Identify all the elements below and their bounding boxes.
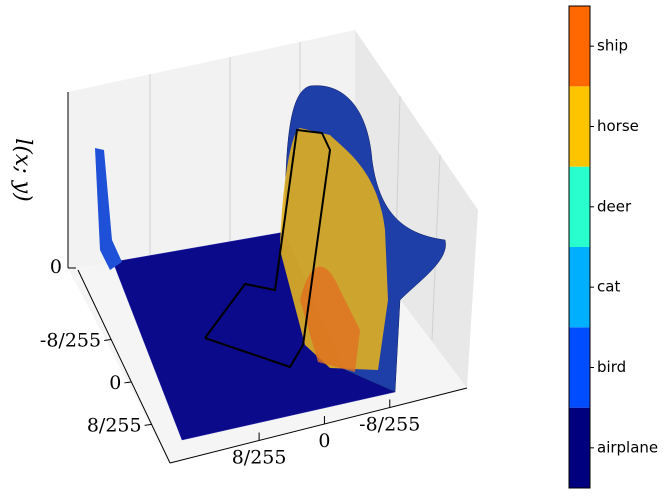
y-tick-label: 0	[318, 430, 330, 452]
z-tick-label: 0	[50, 256, 62, 278]
x-tick	[104, 338, 112, 341]
colorbar-segment	[569, 6, 590, 87]
colorbar: airplane bird cat deer horse ship	[568, 5, 658, 489]
colorbar-segment	[569, 407, 590, 488]
colorbar-segment	[569, 247, 590, 328]
colorbar-label: airplane	[597, 438, 658, 456]
x-tick-label: 8/255	[87, 414, 142, 436]
x-tick-label: 0	[109, 372, 121, 394]
z-axis-label: l(x; y)	[10, 138, 35, 201]
colorbar-frame	[568, 5, 591, 489]
colorbar-label: deer	[597, 197, 632, 215]
surface-spike	[95, 148, 122, 270]
colorbar-label: horse	[597, 117, 639, 135]
x-tick	[124, 381, 132, 384]
colorbar-segment	[569, 327, 590, 408]
colorbar-segment	[569, 166, 590, 247]
x-tick-label: -8/255	[40, 329, 101, 351]
axis-lines	[67, 92, 468, 464]
colorbar-label: ship	[597, 37, 628, 55]
y-tick-label: 8/255	[232, 447, 287, 469]
colorbar-label: cat	[597, 278, 620, 296]
colorbar-label: bird	[597, 358, 626, 376]
y-tick-label: -8/255	[359, 414, 420, 436]
region-outline	[204, 128, 332, 369]
side-pane	[355, 30, 478, 388]
x-tick	[144, 423, 152, 426]
colorbar-segment	[569, 86, 590, 167]
surface-peak-core	[300, 266, 360, 372]
